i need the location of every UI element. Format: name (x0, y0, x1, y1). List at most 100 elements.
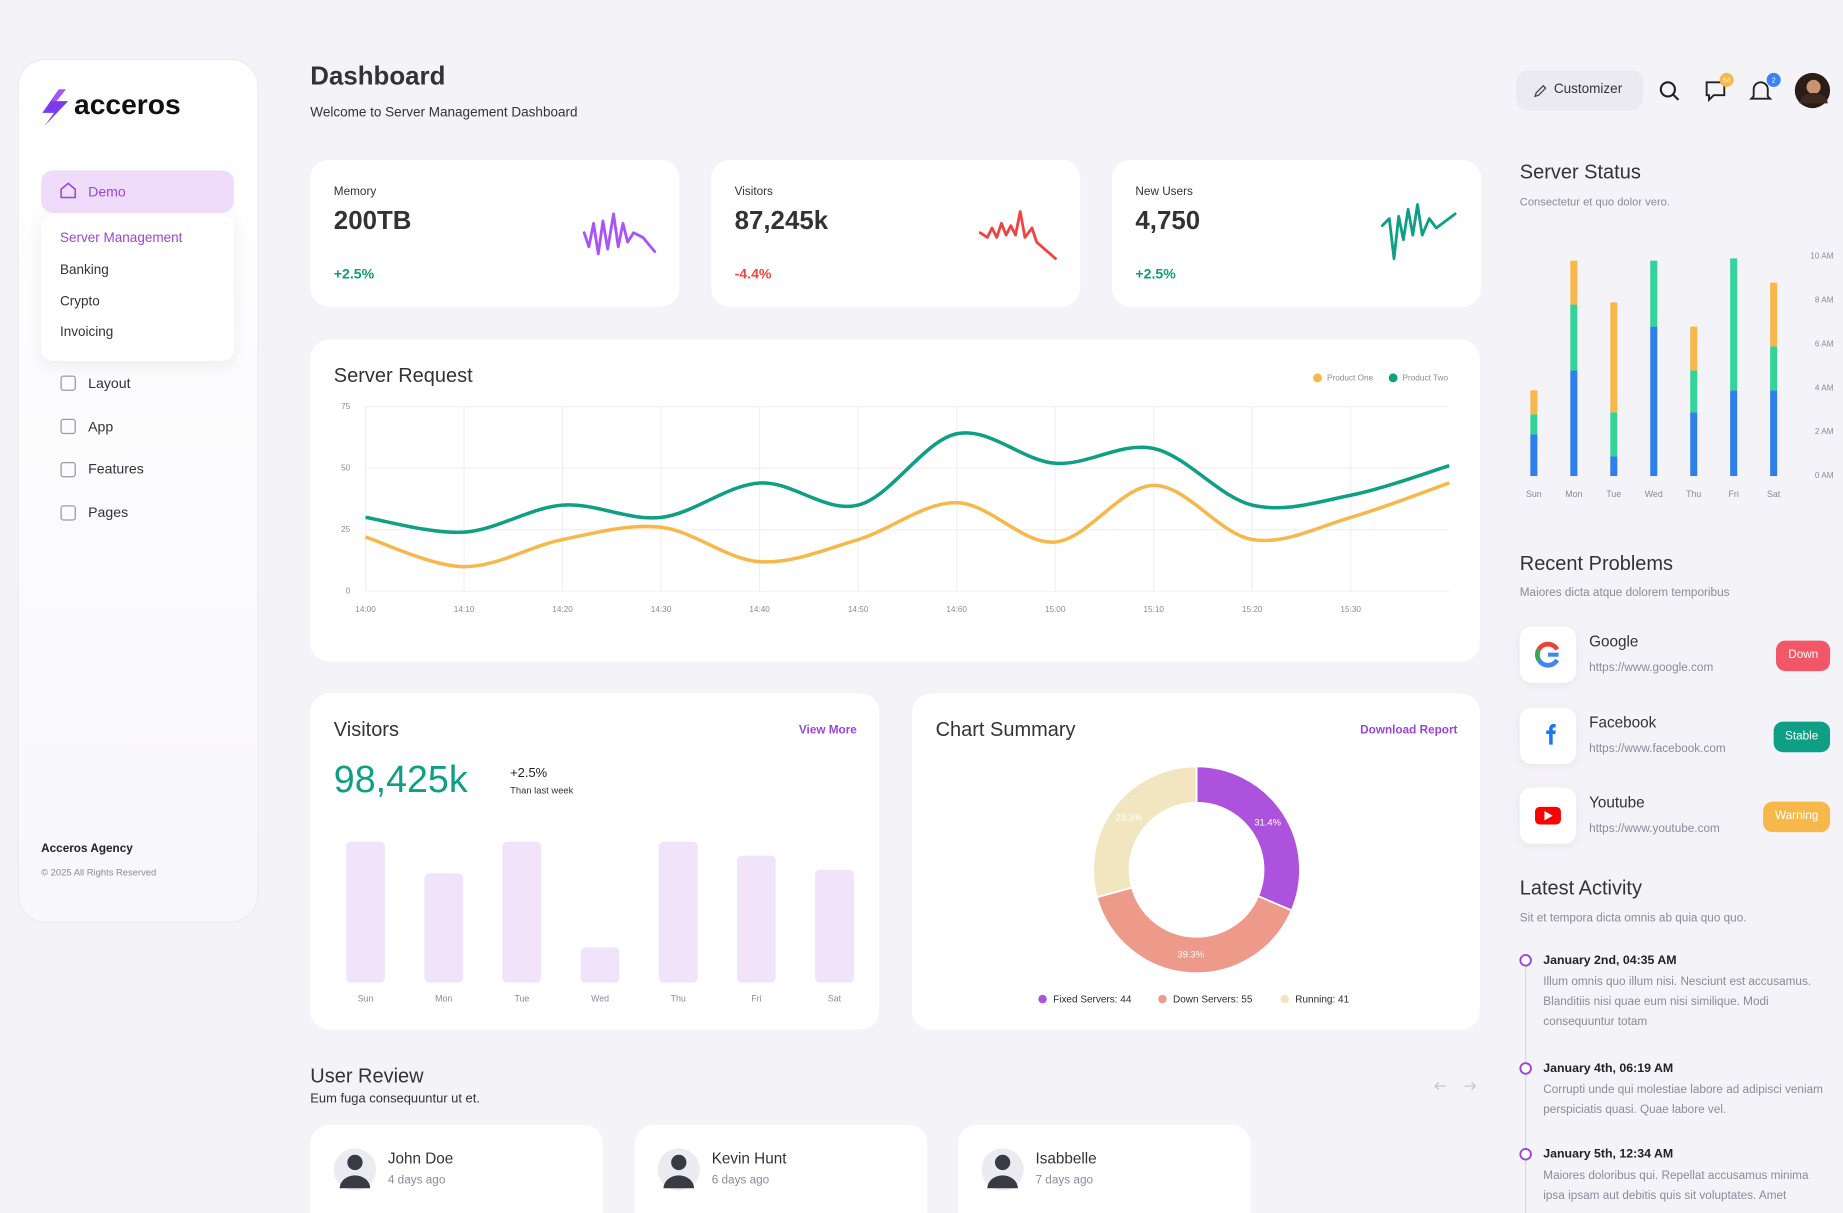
x-tick-label: Wed (1645, 489, 1663, 499)
bell-icon[interactable] (1749, 81, 1773, 100)
problem-icon-box (1519, 706, 1577, 764)
activity-date: January 2nd, 04:35 AM (1543, 952, 1677, 967)
stat-label: Memory (333, 185, 377, 199)
x-tick-label: Thu (1686, 489, 1701, 499)
menu-label[interactable]: Demo (88, 183, 126, 200)
button-label[interactable]: Customizer (1553, 82, 1623, 97)
chat-icon[interactable] (1705, 81, 1726, 103)
menu-active[interactable] (41, 170, 234, 213)
problem-name: Facebook (1589, 713, 1657, 731)
submenu-item[interactable]: Banking (59, 263, 109, 278)
visitors-change: +2.5% (510, 766, 548, 781)
y-tick-label: 2 AM (1815, 427, 1834, 436)
prev-arrow[interactable] (1434, 1082, 1446, 1091)
stat-change: -4.4% (734, 265, 772, 282)
badge-count: 2 (1772, 77, 1776, 84)
y-tick-label: 6 AM (1815, 339, 1834, 348)
problem-url: https://www.google.com (1589, 661, 1714, 675)
avatar-body (1799, 92, 1828, 104)
card-link[interactable]: View More (798, 724, 857, 737)
timeline-dot (1519, 1147, 1532, 1161)
bar-segment (1770, 282, 1778, 347)
bar-segment (1690, 326, 1698, 371)
problem-name: Youtube (1589, 793, 1645, 812)
x-tick-label: Mon (1565, 489, 1582, 499)
page-subtitle: Welcome to Server Management Dashboard (310, 105, 578, 120)
avatar[interactable] (1794, 72, 1831, 109)
review-card (957, 1124, 1251, 1213)
sidebar-footer-title: Acceros Agency (41, 842, 133, 856)
bar-segment (1610, 412, 1618, 457)
section-title: Server Status (1519, 160, 1641, 184)
card-title: Chart Summary (935, 717, 1076, 741)
review-card (310, 1124, 603, 1213)
page-title: Dashboard (310, 60, 446, 91)
card-link[interactable]: Download Report (1360, 724, 1458, 737)
stat-value: 200TB (333, 205, 412, 235)
chart-card (310, 339, 1480, 662)
sidebar-footer-text: © 2025 All Rights Reserved (41, 867, 157, 879)
stat-change: +2.5% (333, 265, 375, 282)
section-subtitle: Sit et tempora dicta omnis ab quia quo q… (1519, 912, 1747, 926)
menu-item[interactable]: Pages (88, 504, 129, 521)
section-title: User Review (310, 1064, 424, 1087)
problem-icon-box (1519, 787, 1577, 844)
timeline-dot (1519, 1062, 1532, 1075)
review-time: 4 days ago (387, 1174, 446, 1188)
next-arrow[interactable] (1464, 1082, 1477, 1091)
visitors-note: Than last week (510, 785, 574, 796)
x-tick-label: Sat (1767, 489, 1781, 499)
menu-item[interactable]: App (88, 417, 114, 435)
review-name: John Doe (387, 1149, 454, 1168)
status-badge[interactable]: Stable (1773, 721, 1831, 752)
section-title: Latest Activity (1519, 876, 1642, 899)
problem-icon-box (1519, 626, 1577, 683)
review-name: Isabbelle (1035, 1149, 1097, 1168)
bar-segment (1570, 370, 1578, 477)
submenu-item[interactable]: Invoicing (59, 325, 114, 340)
chart-title: Server Request (333, 364, 473, 387)
bar-segment (1610, 456, 1618, 477)
stat-label: Visitors (734, 185, 773, 199)
activity-text: Maiores doloribus qui. Repellat accusamu… (1543, 1169, 1809, 1203)
review-time: 7 days ago (1035, 1174, 1094, 1188)
search-handle (1672, 93, 1680, 101)
bar-segment (1730, 390, 1738, 477)
submenu-item[interactable]: Crypto (59, 294, 100, 309)
timeline-dot (1519, 954, 1532, 967)
menu-item[interactable]: Layout (88, 374, 131, 392)
section-subtitle: Maiores dicta atque dolorem temporibus (1519, 586, 1730, 600)
submenu-item[interactable]: Server Management (59, 231, 183, 246)
problem-url: https://www.youtube.com (1589, 822, 1720, 836)
review-time: 6 days ago (711, 1174, 770, 1188)
bar-segment (1730, 258, 1738, 391)
activity-text: Illum omnis quo illum nisi. Nesciunt est… (1543, 975, 1812, 1029)
stat-change: +2.5% (1135, 265, 1176, 282)
y-tick-label: 10 AM (1810, 251, 1833, 260)
search-icon[interactable] (1659, 81, 1676, 98)
summary-card (912, 693, 1480, 1030)
submenu (41, 215, 234, 361)
status-badge[interactable]: Down (1776, 640, 1831, 672)
review-name: Kevin Hunt (711, 1149, 787, 1168)
bar-segment (1570, 304, 1578, 371)
status-badge[interactable]: Warning (1763, 801, 1831, 833)
y-tick-label: 0 AM (1815, 471, 1834, 480)
activity-text: Corrupti unde qui molestiae labore ad ad… (1543, 1083, 1823, 1117)
card-title: Visitors (333, 717, 399, 741)
bar-segment (1650, 326, 1658, 477)
menu-item[interactable]: Features (88, 461, 144, 478)
activity-date: January 5th, 12:34 AM (1543, 1146, 1674, 1161)
visitors-card (310, 693, 880, 1030)
x-tick-label: Fri (1729, 489, 1739, 499)
badge (1766, 72, 1781, 87)
stat-value: 87,245k (734, 205, 829, 235)
x-tick-label: Sun (1526, 489, 1542, 499)
badge-count: 64 (1723, 77, 1731, 84)
bar-segment (1770, 346, 1778, 391)
x-tick-label: Tue (1606, 489, 1621, 499)
brand: acceros (74, 88, 181, 121)
visitors-total: 98,425k (333, 757, 468, 801)
